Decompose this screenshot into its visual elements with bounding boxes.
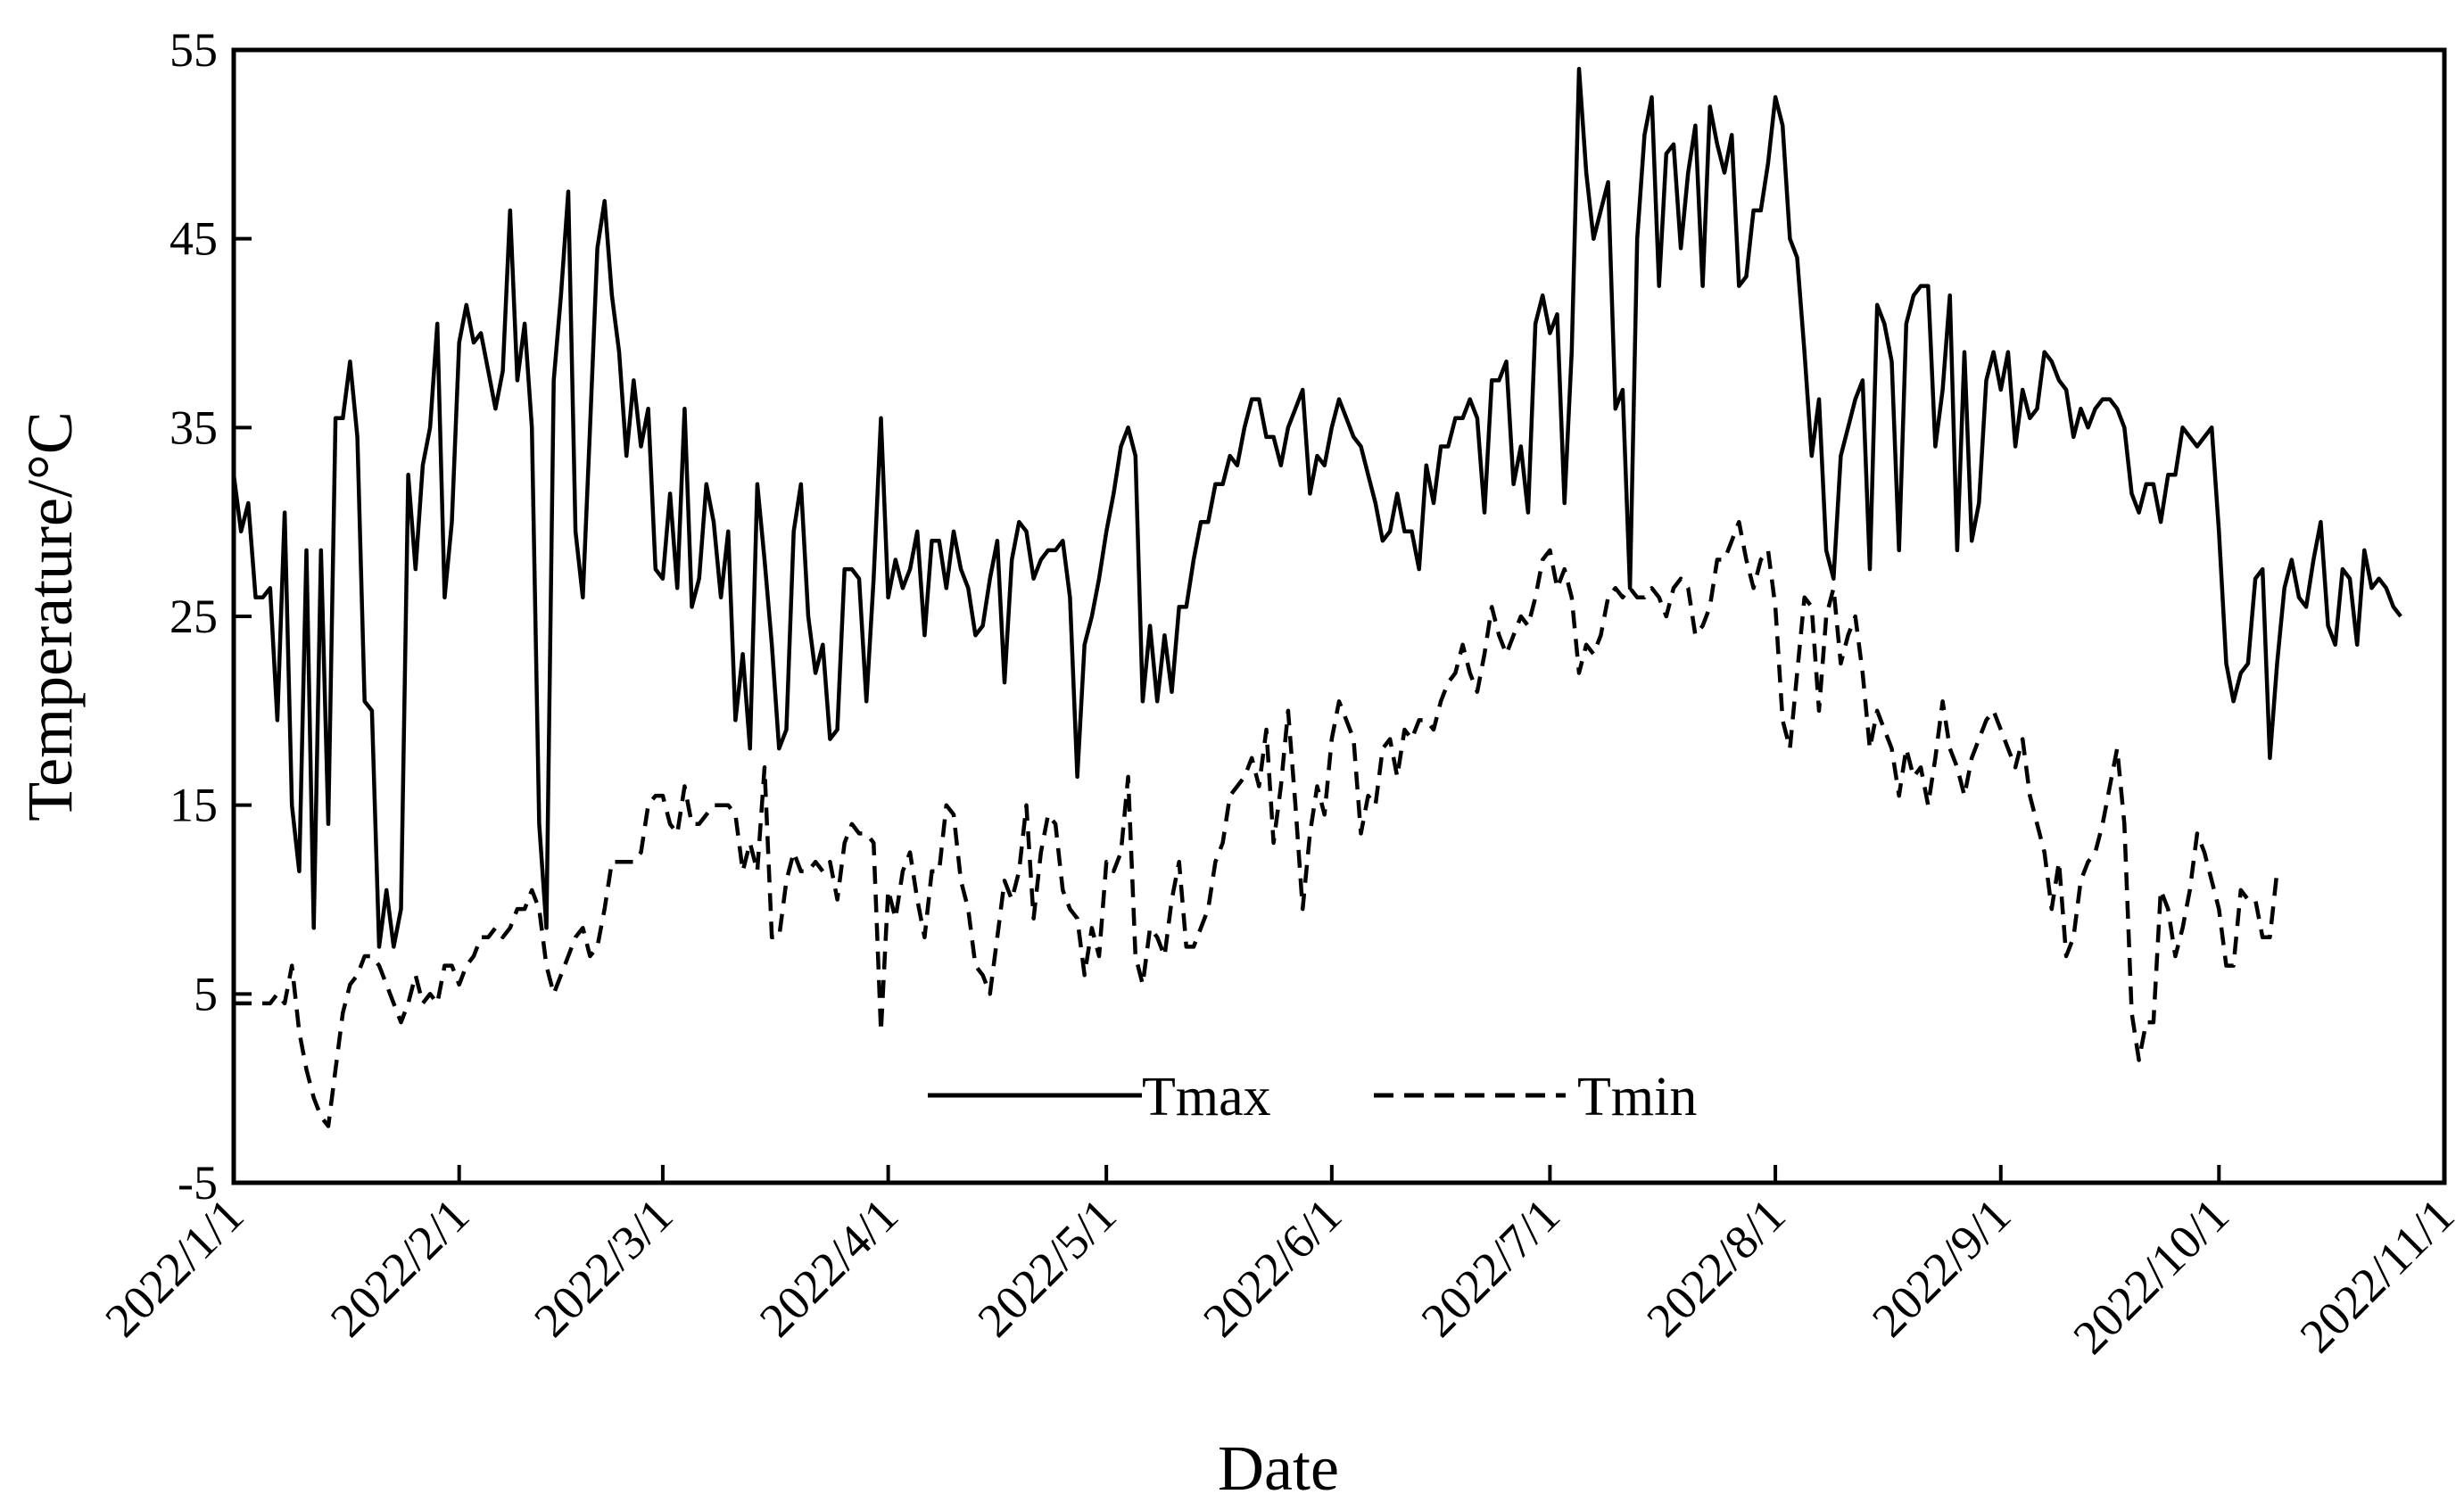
y-axis-title: Temperature/°C: [14, 411, 86, 822]
y-axis: -5 5 15 25 35 45 55: [170, 23, 252, 1210]
y-tick-label: 35: [170, 400, 218, 454]
y-tick-label: 5: [194, 967, 218, 1020]
x-axis-title: Date: [1218, 1433, 1339, 1504]
plot-lines: [231, 66, 2402, 1128]
legend-label-tmin: Tmin: [1577, 1067, 1697, 1127]
legend: Tmax Tmin: [928, 1067, 1697, 1127]
legend-label-tmax: Tmax: [1142, 1067, 1271, 1127]
series-line-tmax: [231, 66, 2402, 949]
y-tick-label: 15: [170, 779, 218, 832]
y-tick-label: 25: [170, 590, 218, 643]
y-tick-label: 55: [170, 23, 218, 77]
y-tick-label: 45: [170, 212, 218, 266]
y-tick-label: -5: [178, 1156, 218, 1210]
